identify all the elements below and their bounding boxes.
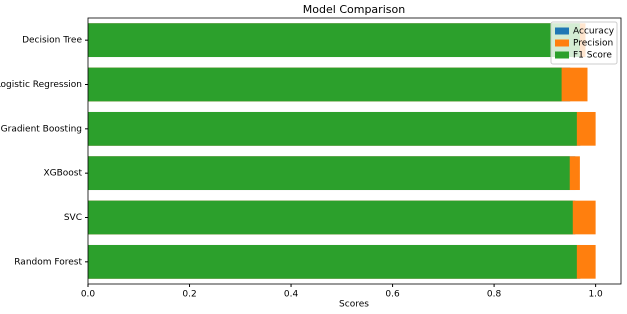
x-tick-label: 1.0: [588, 290, 603, 300]
bar: [88, 156, 570, 191]
y-tick-label: Random Forest: [14, 257, 82, 267]
x-tick-label: 0.2: [182, 290, 196, 300]
chart-title: Model Comparison: [303, 3, 405, 16]
x-tick-label: 0.0: [81, 290, 96, 300]
y-tick-label: Decision Tree: [22, 36, 82, 46]
x-tick-label: 0.4: [284, 290, 299, 300]
legend-label: Accuracy: [573, 27, 615, 37]
legend-swatch: [555, 39, 569, 47]
y-tick-label: XGBoost: [43, 169, 82, 179]
legend-swatch: [555, 27, 569, 35]
bar: [88, 200, 573, 235]
legend-label: Precision: [573, 39, 613, 49]
x-tick-label: 0.6: [385, 290, 400, 300]
y-tick-label: SVC: [64, 213, 82, 223]
x-axis-label: Scores: [339, 300, 369, 310]
legend-swatch: [555, 51, 569, 59]
y-tick-label: Gradient Boosting: [1, 124, 82, 134]
bar: [88, 244, 577, 279]
bar: [88, 67, 562, 102]
bar: [88, 111, 577, 146]
x-tick-label: 0.8: [487, 290, 502, 300]
plot-frame: [87, 17, 622, 285]
y-tick-label: Logistic Regression: [0, 80, 82, 90]
bar: [88, 23, 580, 58]
legend-label: F1 Score: [573, 51, 612, 61]
